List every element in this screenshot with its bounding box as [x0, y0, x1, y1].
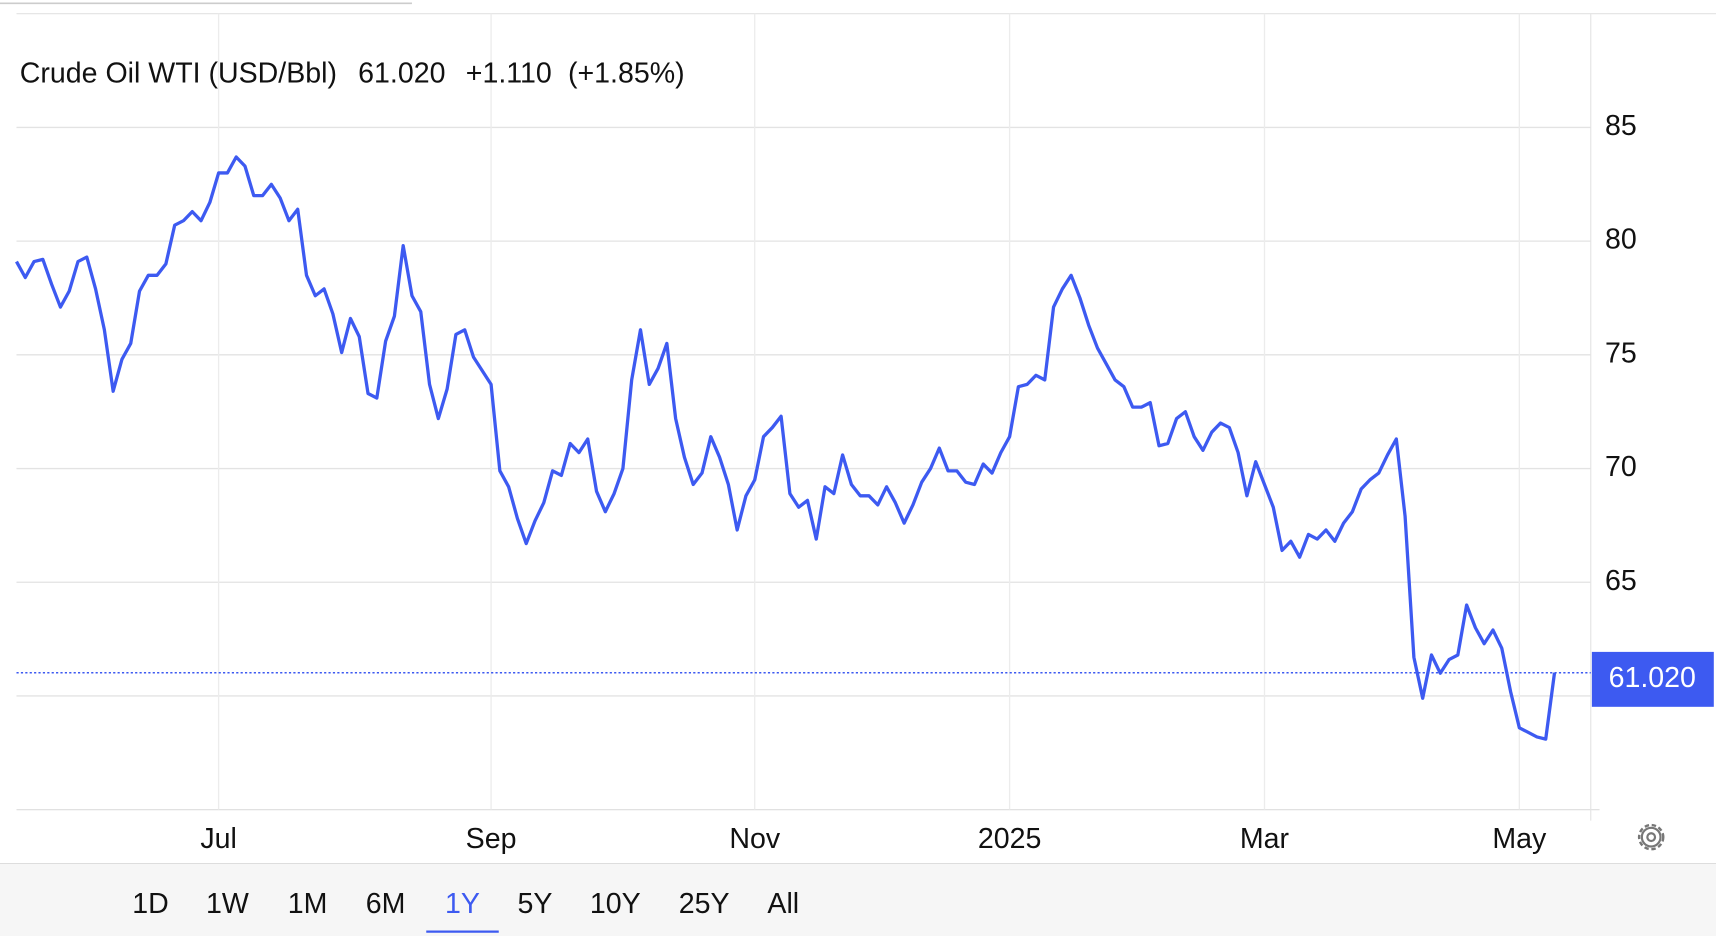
- last-price-label: 61.020: [1609, 662, 1696, 694]
- range-button[interactable]: 5Y: [518, 888, 553, 920]
- x-tick-label: Sep: [466, 823, 517, 855]
- price: 61.020: [358, 57, 445, 89]
- x-tick-label: May: [1492, 823, 1547, 855]
- x-tick-label: Mar: [1240, 823, 1290, 855]
- range-button[interactable]: 25Y: [679, 888, 730, 920]
- last-price-box: [1591, 651, 1714, 707]
- range-button[interactable]: 10Y: [590, 888, 641, 920]
- change-percent: (+1.85%): [568, 57, 685, 89]
- chart-title: Crude Oil WTI (USD/Bbl): [20, 57, 337, 89]
- x-tick-label: Nov: [729, 823, 780, 855]
- range-button[interactable]: All: [767, 888, 799, 920]
- y-tick-label: 80: [1605, 224, 1637, 256]
- range-button[interactable]: 6M: [366, 888, 406, 920]
- range-button[interactable]: 1D: [132, 888, 169, 920]
- range-bar: [0, 863, 1716, 936]
- x-tick-label: Jul: [200, 823, 237, 855]
- x-tick-label: 2025: [978, 823, 1042, 855]
- y-tick-label: 75: [1605, 337, 1637, 369]
- y-tick-label: 85: [1605, 110, 1637, 142]
- y-tick-label: 65: [1605, 565, 1637, 597]
- range-button[interactable]: 1M: [288, 888, 328, 920]
- range-button[interactable]: 1W: [206, 888, 249, 920]
- range-button[interactable]: 1Y: [445, 888, 480, 920]
- price-line: [15, 155, 1557, 741]
- settings-gear[interactable]: [1637, 823, 1665, 851]
- y-tick-label: 70: [1605, 451, 1637, 483]
- change: +1.110: [466, 57, 552, 89]
